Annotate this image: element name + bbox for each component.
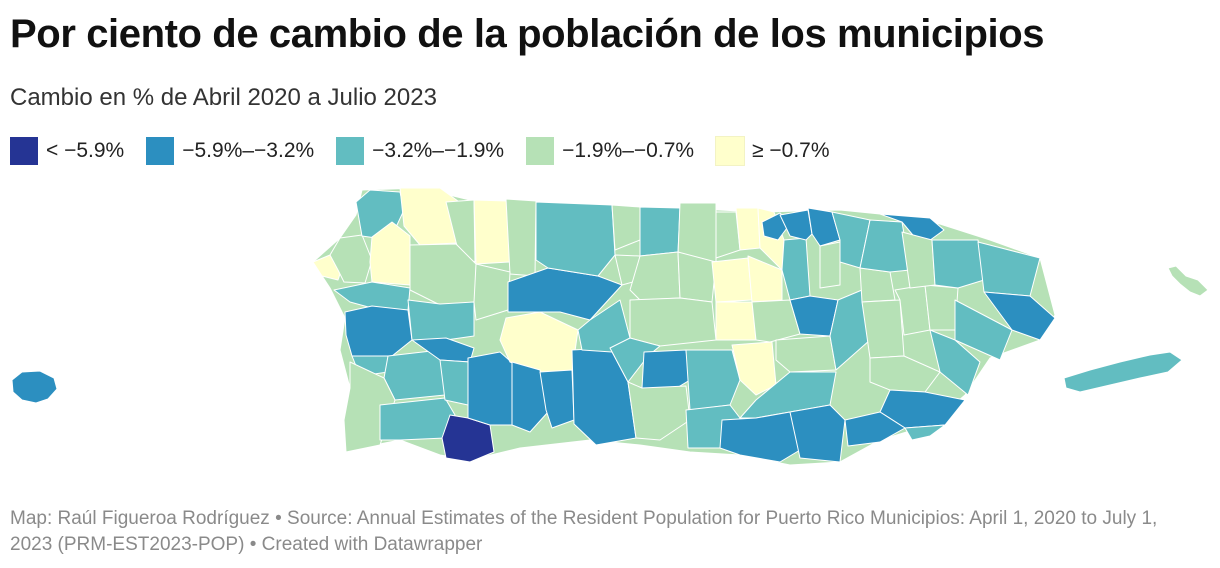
municipio-caguas[interactable] [829, 289, 871, 371]
municipio-trujillo-alto[interactable] [819, 241, 841, 289]
municipio-maunabo-coast[interactable] [904, 424, 946, 441]
footer-separator-1: • [275, 508, 282, 529]
municipio-lares[interactable] [473, 263, 511, 321]
footer-separator-2: • [249, 534, 257, 555]
municipio-guayanilla[interactable] [511, 361, 549, 433]
municipio-manati[interactable] [639, 206, 681, 257]
municipio-cidra[interactable] [751, 299, 801, 343]
municipio-orocovis[interactable] [629, 297, 717, 347]
municipio-dorado[interactable] [735, 207, 761, 251]
map-credit: Map: Raúl Figueroa Rodríguez [10, 508, 270, 529]
municipio-vega-alta[interactable] [715, 211, 741, 259]
municipio-canovanas[interactable] [859, 219, 911, 273]
municipio-mayaguez[interactable] [344, 305, 413, 357]
legend-label-1: < −5.9% [46, 139, 125, 162]
municipio-carolina[interactable] [831, 211, 871, 269]
municipio-las-marias[interactable] [407, 299, 475, 341]
municipio-gurabo[interactable] [859, 267, 896, 303]
legend-label-5: ≥ −0.7% [752, 139, 830, 162]
municipio-arecibo[interactable] [535, 201, 616, 277]
municipio-naguabo[interactable] [954, 299, 1013, 361]
municipio-hatillo[interactable] [505, 198, 537, 277]
municipio-humacao[interactable] [929, 329, 981, 396]
municipio-ceiba[interactable] [983, 291, 1056, 341]
municipio-arroyo[interactable] [719, 411, 801, 463]
tool-credit: Created with Datawrapper [261, 534, 483, 555]
municipio-vieques[interactable] [1063, 351, 1183, 393]
municipio-villalba[interactable] [609, 337, 661, 383]
choropleth-map [11, 187, 1209, 466]
legend-swatch-1 [10, 137, 38, 165]
municipio-penuelas[interactable] [539, 369, 575, 429]
legend-label-2: −5.9%–−3.2% [182, 139, 315, 162]
municipio-culebra[interactable] [1167, 265, 1209, 297]
municipio-loiza[interactable] [879, 213, 945, 247]
legend-swatch-5 [715, 136, 746, 166]
municipio-maricao[interactable] [411, 337, 475, 363]
legend-label-3: −3.2%–−1.9% [372, 139, 505, 162]
legend-label-4: −1.9%–−0.7% [562, 139, 695, 162]
municipio-fajardo[interactable] [977, 241, 1041, 297]
municipio-camuy[interactable] [473, 199, 511, 265]
legend-item-1: < −5.9% [10, 137, 124, 165]
legend-item-3: −3.2%–−1.9% [336, 137, 504, 165]
municipio-mona[interactable] [11, 370, 58, 404]
legend: < −5.9% −5.9%–−3.2% −3.2%–−1.9% −1.9%–−0… [10, 136, 830, 166]
chart-subtitle: Cambio en % de Abril 2020 a Julio 2023 [10, 84, 437, 111]
legend-swatch-2 [146, 137, 175, 165]
municipio-san-lorenzo[interactable] [861, 299, 905, 359]
legend-item-2: −5.9%–−3.2% [146, 137, 314, 165]
municipio-las-piedras[interactable] [924, 284, 959, 331]
municipio-aguada[interactable] [329, 234, 373, 284]
municipio-luquillo[interactable] [931, 239, 985, 289]
municipio-barranquitas[interactable] [715, 301, 757, 341]
municipio-guaynabo[interactable] [779, 209, 813, 241]
municipio-cayey[interactable] [775, 335, 837, 373]
municipio-aibonito[interactable] [731, 341, 777, 396]
legend-swatch-4 [526, 137, 555, 165]
legend-swatch-3 [336, 137, 365, 165]
municipio-sabana-grande[interactable] [439, 359, 471, 406]
municipio-naranjito[interactable] [711, 257, 753, 303]
municipio-naguabo-south[interactable] [844, 411, 906, 447]
legend-item-4: −1.9%–−0.7% [526, 137, 694, 165]
chart-title: Por ciento de cambio de la población de … [10, 12, 1045, 56]
municipio-yauco[interactable] [467, 351, 519, 426]
legend-item-5: ≥ −0.7% [715, 136, 830, 166]
footer: Map: Raúl Figueroa Rodríguez • Source: A… [10, 506, 1200, 558]
municipio-coamo[interactable] [685, 349, 741, 411]
municipio-rio-grande[interactable] [901, 231, 936, 289]
municipio-patillas[interactable] [789, 404, 846, 463]
source-note: Source: Annual Estimates of the Resident… [10, 508, 1158, 555]
municipio-san-juan[interactable] [807, 207, 841, 247]
